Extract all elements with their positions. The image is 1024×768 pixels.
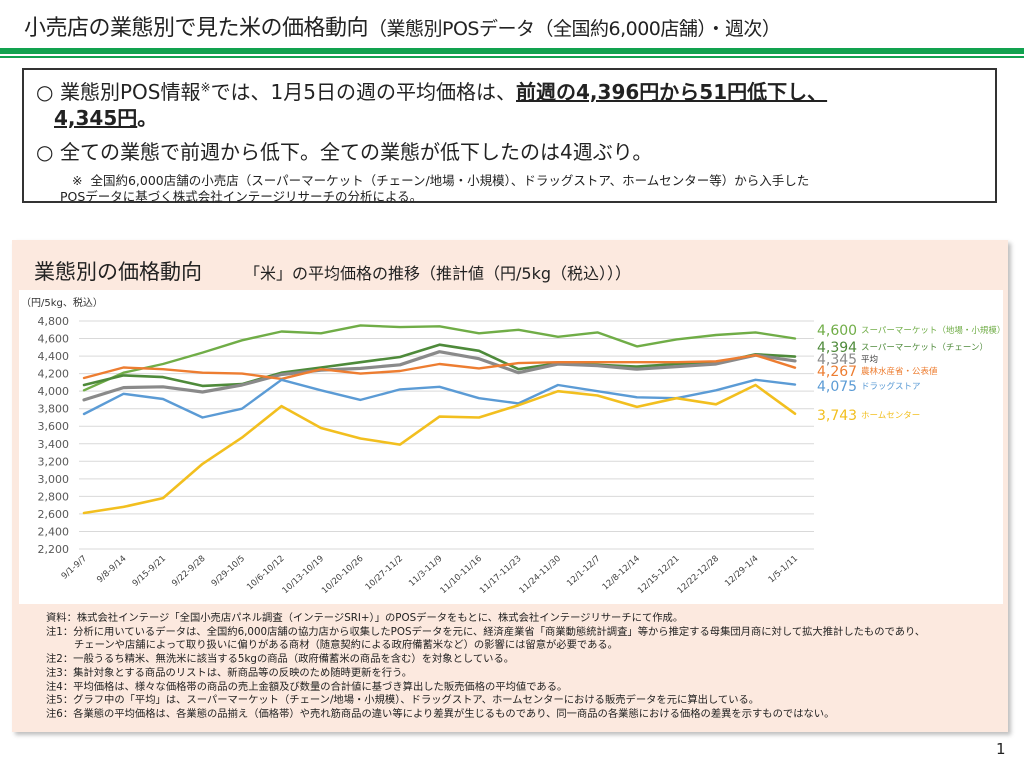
summary-line-1: ○ 業態別POS情報※では、1月5日の週の平均価格は、前週の4,396円から51円…: [36, 76, 827, 105]
x-tick-label: 11/10-11/16: [439, 554, 484, 596]
x-tick-label: 10/27-11/2: [364, 554, 405, 593]
title-rule-thin: [0, 56, 1024, 58]
y-axis-unit-label: （円/5kg、税込）: [21, 296, 103, 309]
series-line: [82, 353, 797, 381]
x-tick-label: 12/1-12/7: [565, 554, 602, 589]
y-tick-label: 4,000: [38, 385, 70, 398]
y-tick-label: 2,800: [38, 490, 70, 503]
series-line: [82, 383, 797, 515]
note-3: 注3：集計対象とする商品のリストは、新商品等の反映のため随時更新を行う。: [46, 666, 413, 679]
y-tick-label: 3,800: [38, 403, 70, 416]
series-line: [82, 378, 797, 419]
summary-box: ○ 業態別POS情報※では、1月5日の週の平均価格は、前週の4,396円から51円…: [22, 68, 997, 205]
summary-line3-text: 全ての業態で前週から低下。全ての業態が低下したのは4週ぶり。: [60, 140, 653, 164]
y-tick-label: 3,600: [38, 420, 70, 433]
note-mark: ※: [72, 173, 83, 188]
panel-title: 業態別の価格動向: [34, 260, 202, 284]
series-line: [82, 343, 797, 388]
y-tick-label: 2,400: [38, 525, 70, 538]
series-end-name: スーパーマーケット（チェーン）: [861, 342, 988, 353]
y-tick-label: 4,200: [38, 368, 70, 381]
bullet-circle-icon: ○: [36, 80, 54, 104]
x-tick-label: 11/24-11/30: [518, 554, 563, 596]
x-tick-label: 10/20-10/26: [320, 554, 365, 596]
series-line: [82, 350, 797, 402]
x-tick-label: 1/5-1/11: [767, 554, 800, 585]
y-tick-label: 3,000: [38, 473, 70, 486]
summary-note-marker: ※: [200, 80, 211, 95]
summary-line-2: 4,345円。: [54, 102, 157, 131]
note-1-cont: チェーンや店舗によって取り扱いに偏りがある商材（随意契約による政府備蓄米など）の…: [74, 639, 618, 652]
series-line: [82, 324, 797, 392]
series-end-name: ドラッグストア: [861, 381, 921, 392]
series-end-value: 4,394: [817, 340, 857, 356]
series-end-labels: 4,600 スーパーマーケット（地場・小規模） 4,394 スーパーマーケット（チェー…: [817, 323, 1005, 424]
page-title: 小売店の業態別で見た米の価格動向（業態別POSデータ（全国約6,000店舗）・週…: [24, 10, 781, 42]
series-end-name: 農林水産省・公表値: [861, 366, 938, 377]
summary-note-line1: 全国約6,000店舗の小売店（スーパーマーケット（チェーン/地場・小規模）、ドラ…: [90, 173, 810, 188]
note-2: 注2：一般うるち精米、無洗米に該当する5kgの商品（政府備蓄米の商品を含む）を対…: [46, 653, 515, 666]
summary-note-1: ※ 全国約6,000店舗の小売店（スーパーマーケット（チェーン/地場・小規模）、…: [72, 170, 809, 189]
page-number: 1: [996, 740, 1006, 758]
x-tick-label: 9/8-9/14: [95, 554, 128, 585]
summary-line1-prefix: 業態別POS情報: [60, 80, 201, 104]
x-tick-label: 9/29-10/5: [210, 554, 247, 589]
summary-line2-suffix: 。: [137, 106, 158, 130]
bullet-circle-icon: ○: [36, 140, 54, 164]
note-4: 注4：平均価格は、様々な価格帯の商品の売上金額及び数量の合計値に基づき算出した販…: [46, 680, 568, 693]
x-tick-labels: 9/1-9/7 9/8-9/14 9/15-9/21 9/22-9/28 9/29-10…: [60, 554, 800, 596]
series-end-name: 平均: [861, 354, 878, 365]
y-tick-label: 4,400: [38, 350, 70, 363]
chart-area: （円/5kg、税込） 4,800 4,600 4,400 4,200 4,000 3,80…: [19, 290, 1005, 604]
series-end-name: ホームセンター: [861, 411, 920, 421]
summary-note-line2: POSデータに基づく株式会社インテージリサーチの分析による。: [60, 189, 423, 204]
series-end-value: 3,743: [817, 408, 857, 424]
y-tick-label: 3,200: [38, 455, 70, 468]
panel-subtitle: 「米」の平均価格の推移（推計値（円/5kg（税込）））: [244, 264, 631, 283]
x-tick-label: 10/13-10/19: [281, 554, 326, 596]
note-1: 注1：分析に用いているデータは、全国約6,000店舗の協力店から収集したPOSデ…: [46, 625, 926, 638]
summary-line2-highlight: 4,345円: [54, 106, 138, 130]
summary-line1-mid: では、1月5日の週の平均価格は、: [210, 80, 517, 104]
note-6: 注6：各業態の平均価格は、各業態の品揃え（価格帯）や売れ筋商品の違い等により差異…: [46, 707, 835, 720]
x-tick-label: 9/1-9/7: [60, 554, 89, 582]
chart-panel: 業態別の価格動向 「米」の平均価格の推移（推計値（円/5kg（税込））） （円/…: [12, 240, 1008, 732]
x-tick-label: 12/15-12/21: [636, 554, 681, 596]
x-tick-label: 12/29-1/4: [723, 554, 760, 589]
line-chart: （円/5kg、税込） 4,800 4,600 4,400 4,200 4,000 3,80…: [21, 296, 1005, 596]
y-tick-label: 2,200: [38, 543, 70, 556]
title-rule-thick: [0, 48, 1024, 54]
x-tick-label: 12/22-12/28: [676, 554, 721, 596]
series-end-name: スーパーマーケット（地場・小規模）: [861, 325, 1003, 336]
y-tick-labels: 4,800 4,600 4,400 4,200 4,000 3,800 3,600 3,400…: [38, 315, 70, 556]
series-end-value: 4,600: [817, 323, 857, 339]
page-title-main: 小売店の業態別で見た米の価格動向: [24, 16, 369, 41]
note-5: 注5：グラフ中の「平均」は、スーパーマーケット（チェーン/地場・小規模）、ドラッ…: [46, 694, 760, 707]
x-tick-label: 12/8-12/14: [601, 554, 642, 593]
y-tick-label: 4,600: [38, 333, 70, 346]
series-end-value: 4,345: [817, 352, 857, 368]
summary-line-3: ○ 全ての業態で前週から低下。全ての業態が低下したのは4週ぶり。: [36, 136, 652, 165]
series-end-value: 4,267: [817, 364, 857, 380]
note-source: 資料：株式会社インテージ「全国小売店パネル調査（インテージSRI+）」のPOSデ…: [46, 612, 684, 624]
notes-block: 資料：株式会社インテージ「全国小売店パネル調査（インテージSRI+）」のPOSデ…: [46, 612, 925, 722]
y-tick-label: 4,800: [38, 315, 70, 328]
x-tick-label: 10/6-10/12: [245, 554, 286, 593]
series-lines: [82, 324, 797, 515]
x-tick-label: 9/15-9/21: [131, 554, 168, 589]
x-tick-label: 11/17-11/23: [478, 554, 523, 596]
page-title-sub: （業態別POSデータ（全国約6,000店舗）・週次）: [368, 18, 781, 40]
y-tick-label: 3,400: [38, 438, 70, 451]
series-end-value: 4,075: [817, 379, 857, 395]
summary-note-2: POSデータに基づく株式会社インテージリサーチの分析による。: [60, 186, 422, 205]
summary-line1-highlight: 前週の4,396円から51円低下し、: [516, 80, 828, 104]
y-tick-label: 2,600: [38, 508, 70, 521]
x-tick-label: 9/22-9/28: [170, 554, 207, 589]
x-tick-label: 11/3-11/9: [407, 554, 444, 589]
